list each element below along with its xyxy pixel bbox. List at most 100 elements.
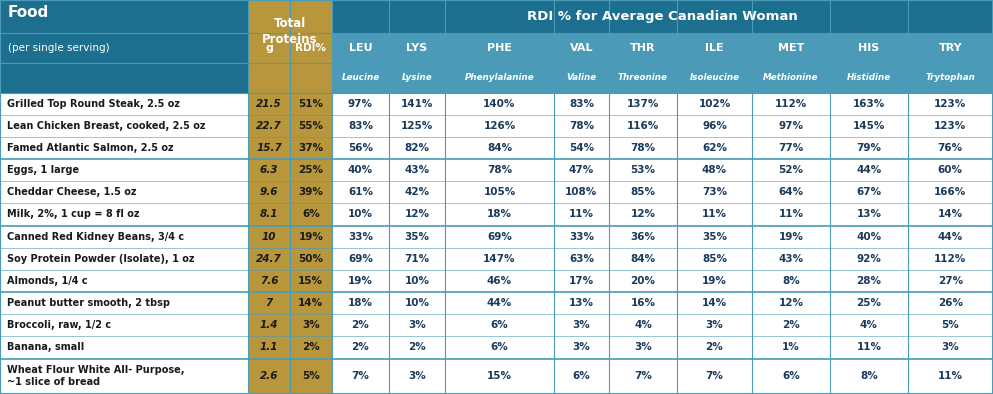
Text: 141%: 141% <box>401 98 433 109</box>
Text: 15%: 15% <box>298 276 324 286</box>
Bar <box>609 270 677 292</box>
Text: 79%: 79% <box>856 143 882 153</box>
Bar <box>677 314 752 336</box>
Bar <box>752 93 830 115</box>
Bar <box>332 33 389 63</box>
Bar <box>332 137 389 159</box>
Bar <box>677 336 752 359</box>
Bar <box>908 292 993 314</box>
Bar <box>908 33 993 63</box>
Text: 11%: 11% <box>569 210 594 219</box>
Text: 16%: 16% <box>631 298 655 308</box>
Text: 25%: 25% <box>298 165 324 175</box>
Bar <box>248 359 290 394</box>
Text: 6%: 6% <box>302 210 320 219</box>
Text: 43%: 43% <box>779 254 803 264</box>
Text: 47%: 47% <box>569 165 594 175</box>
Bar <box>677 63 752 93</box>
Bar <box>0 359 248 394</box>
Text: ILE: ILE <box>705 43 724 53</box>
Bar <box>554 292 609 314</box>
Text: 11%: 11% <box>856 342 882 353</box>
Bar <box>248 336 290 359</box>
Text: 36%: 36% <box>631 232 655 242</box>
Bar <box>0 181 248 203</box>
Bar <box>609 359 677 394</box>
Text: Almonds, 1/4 c: Almonds, 1/4 c <box>7 276 87 286</box>
Text: 13%: 13% <box>856 210 882 219</box>
Text: 76%: 76% <box>937 143 963 153</box>
Text: 35%: 35% <box>702 232 727 242</box>
Text: 3%: 3% <box>706 320 723 330</box>
Text: 51%: 51% <box>298 98 324 109</box>
Bar <box>0 270 248 292</box>
Bar <box>290 181 332 203</box>
Bar <box>290 137 332 159</box>
Bar <box>554 203 609 226</box>
Bar <box>445 137 554 159</box>
Text: Wheat Flour White All- Purpose,
~1 slice of bread: Wheat Flour White All- Purpose, ~1 slice… <box>7 366 185 387</box>
Text: 1.4: 1.4 <box>260 320 278 330</box>
Text: 35%: 35% <box>404 232 430 242</box>
Text: 19%: 19% <box>298 232 324 242</box>
Bar <box>830 137 908 159</box>
Bar <box>677 248 752 270</box>
Bar <box>290 270 332 292</box>
Bar <box>290 63 332 93</box>
Bar <box>0 292 248 314</box>
Bar <box>248 226 290 248</box>
Text: 40%: 40% <box>348 165 373 175</box>
Bar <box>830 63 908 93</box>
Text: 123%: 123% <box>934 98 966 109</box>
Bar <box>908 159 993 181</box>
Text: 44%: 44% <box>937 232 963 242</box>
Bar <box>554 137 609 159</box>
Bar <box>332 159 389 181</box>
Bar <box>290 359 332 394</box>
Text: 78%: 78% <box>569 121 594 131</box>
Text: 83%: 83% <box>569 98 594 109</box>
Text: 3%: 3% <box>408 371 426 381</box>
Bar <box>609 292 677 314</box>
Bar <box>389 159 445 181</box>
Bar <box>290 226 332 248</box>
Text: Threonine: Threonine <box>618 73 668 82</box>
Text: 11%: 11% <box>937 371 963 381</box>
Text: 44%: 44% <box>487 298 512 308</box>
Text: 6%: 6% <box>491 342 508 353</box>
Text: 123%: 123% <box>934 121 966 131</box>
Bar <box>554 33 609 63</box>
Bar <box>0 248 248 270</box>
Text: 33%: 33% <box>348 232 373 242</box>
Text: 39%: 39% <box>298 187 324 197</box>
Bar <box>609 137 677 159</box>
Bar <box>554 314 609 336</box>
Bar <box>752 359 830 394</box>
Text: 24.7: 24.7 <box>256 254 282 264</box>
Text: 10%: 10% <box>404 298 430 308</box>
Text: 13%: 13% <box>569 298 594 308</box>
Text: (per single serving): (per single serving) <box>8 43 109 53</box>
Bar <box>609 336 677 359</box>
Bar <box>248 314 290 336</box>
Text: Valine: Valine <box>566 73 597 82</box>
Text: Lean Chicken Breast, cooked, 2.5 oz: Lean Chicken Breast, cooked, 2.5 oz <box>7 121 206 131</box>
Text: 102%: 102% <box>698 98 731 109</box>
Bar <box>609 314 677 336</box>
Bar <box>445 226 554 248</box>
Text: 18%: 18% <box>487 210 512 219</box>
Text: 84%: 84% <box>487 143 512 153</box>
Bar <box>554 159 609 181</box>
Bar <box>554 63 609 93</box>
Text: 44%: 44% <box>856 165 882 175</box>
Text: 6%: 6% <box>782 371 799 381</box>
Bar <box>445 314 554 336</box>
Text: 27%: 27% <box>937 276 963 286</box>
Bar <box>677 181 752 203</box>
Bar <box>677 203 752 226</box>
Bar <box>332 226 389 248</box>
Text: Food: Food <box>8 5 50 20</box>
Bar <box>332 115 389 137</box>
Bar <box>0 115 248 137</box>
Text: 125%: 125% <box>401 121 433 131</box>
